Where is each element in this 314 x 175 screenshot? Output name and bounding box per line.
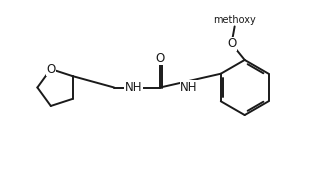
Text: methoxy: methoxy [213, 15, 256, 24]
Text: O: O [227, 37, 236, 50]
Text: O: O [155, 52, 165, 65]
Text: O: O [46, 62, 56, 76]
Text: NH: NH [180, 81, 198, 94]
Text: NH: NH [125, 81, 142, 94]
